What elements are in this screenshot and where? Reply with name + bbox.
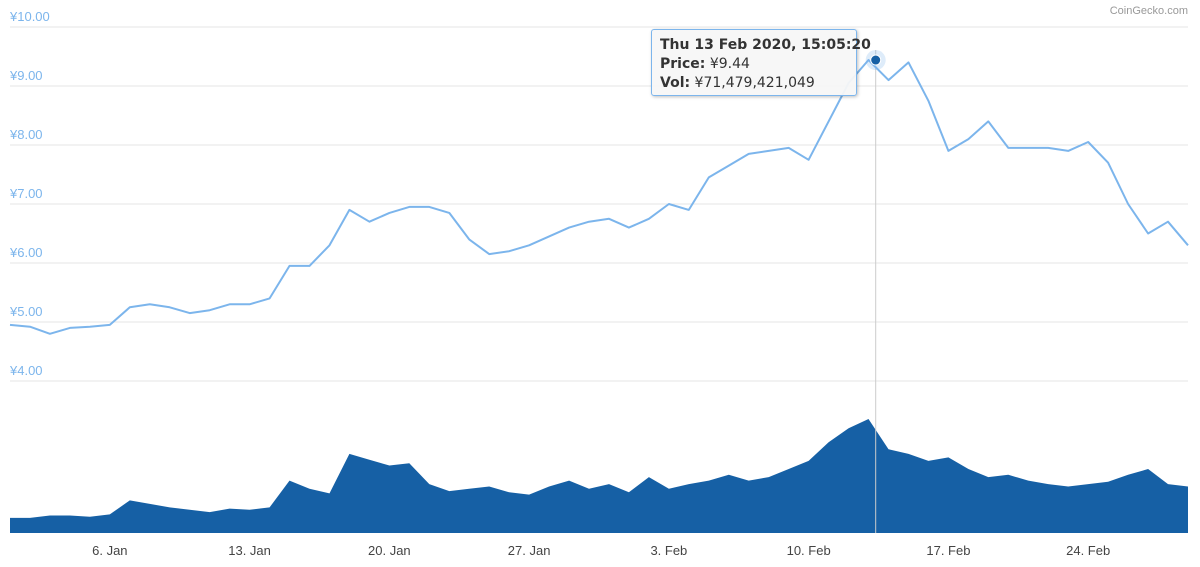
chart-tooltip: Thu 13 Feb 2020, 15:05:20 Price: ¥9.44 V… (651, 29, 871, 96)
x-tick-label: 24. Feb (1066, 543, 1110, 558)
y-tick-label: ¥9.00 (9, 68, 43, 83)
x-tick-label: 17. Feb (926, 543, 970, 558)
x-tick-label: 27. Jan (508, 543, 551, 558)
date-axis-labels: 6. Jan 13. Jan 20. Jan 27. Jan 3. Feb 10. Feb… (92, 543, 1110, 558)
hover-marker[interactable] (870, 54, 882, 66)
price-axis-labels: ¥4.00 ¥5.00 ¥6.00 ¥7.00 ¥8.00 ¥9.00 ¥10.00 (9, 9, 50, 378)
y-tick-label: ¥5.00 (9, 304, 43, 319)
tooltip-volume-value: ¥71,479,421,049 (694, 75, 815, 91)
y-tick-label: ¥6.00 (9, 245, 43, 260)
price-grid (10, 26, 1188, 382)
tooltip-date: Thu 13 Feb 2020, 15:05:20 (660, 37, 871, 53)
tooltip-price-row: Price: ¥9.44 (660, 55, 848, 74)
x-tick-label: 3. Feb (650, 543, 687, 558)
tooltip-price-value: ¥9.44 (709, 56, 750, 72)
y-tick-label: ¥7.00 (9, 186, 43, 201)
y-tick-label: ¥8.00 (9, 127, 43, 142)
price-line (9, 59, 1189, 335)
x-tick-label: 13. Jan (228, 543, 271, 558)
x-tick-label: 10. Feb (787, 543, 831, 558)
x-tick-label: 20. Jan (368, 543, 411, 558)
tooltip-price-key: Price: (660, 56, 706, 72)
credit-link[interactable]: CoinGecko.com (1110, 5, 1188, 17)
y-tick-label: ¥4.00 (9, 363, 43, 378)
x-tick-label: 6. Jan (92, 543, 127, 558)
tooltip-volume-row: Vol: ¥71,479,421,049 (660, 74, 848, 93)
tooltip-volume-key: Vol: (660, 75, 691, 91)
volume-area (10, 419, 1188, 533)
y-tick-label: ¥10.00 (9, 9, 50, 24)
